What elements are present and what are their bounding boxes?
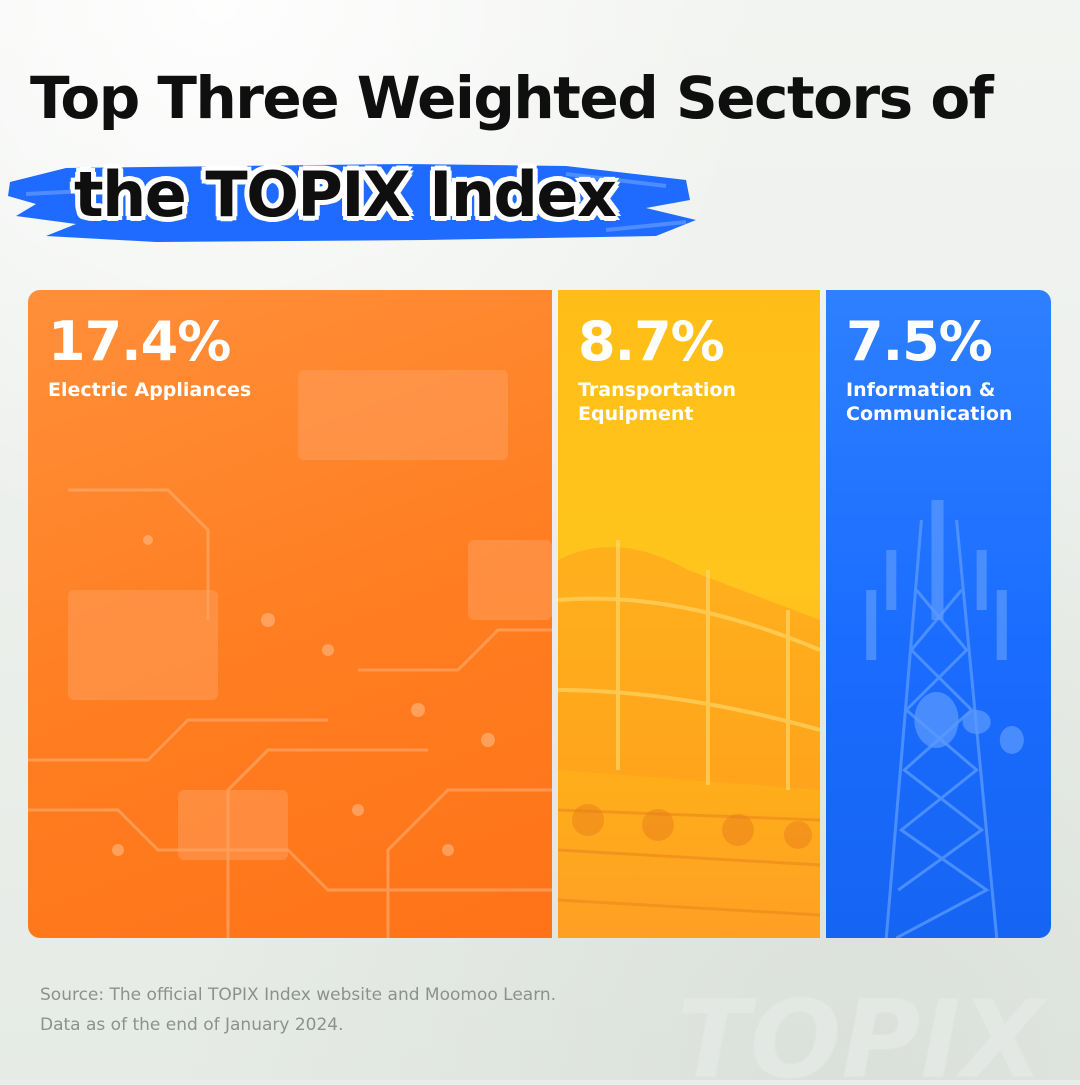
bar-category-label-line: Electric Appliances: [48, 379, 252, 401]
cell-tower-texture: [866, 500, 1024, 938]
brush-stroke-highlight: [8, 164, 696, 242]
source-line-2: Data as of the end of January 2024.: [40, 1015, 344, 1035]
bar-category-label: Information & Communication: [846, 378, 1051, 426]
bar-category-label-line: Transportation: [578, 379, 737, 401]
bar-value-label: 8.7%: [578, 310, 725, 373]
source-line-1: Source: The official TOPIX Index website…: [40, 985, 557, 1005]
bar-category-label-line: Equipment: [578, 403, 694, 425]
bar-transportation-equipment: 8.7% Transportation Equipment: [558, 290, 820, 938]
source-note: Source: The official TOPIX Index website…: [40, 980, 556, 1040]
bar-category-label: Transportation Equipment: [578, 378, 788, 426]
bar-category-label-line: Information &: [846, 379, 996, 401]
circuit-board-texture: [28, 370, 552, 938]
sector-weight-chart: 17.4% Electric Appliances 8.7% Tr: [28, 290, 1051, 938]
page-title-line-1: Top Three Weighted Sectors of: [30, 64, 994, 132]
tank-car-texture: [558, 540, 820, 917]
bar-value-label: 7.5%: [846, 310, 993, 373]
topix-watermark: TOPIX: [676, 978, 1050, 1085]
watermark-text: TOPIX: [676, 978, 1049, 1085]
bar-category-label: Electric Appliances: [48, 378, 258, 402]
bar-category-label-line: Communication: [846, 403, 1013, 425]
bar-value-label: 17.4%: [48, 310, 231, 373]
page-title-line-2: the TOPIX Index: [74, 158, 617, 231]
bar-information-communication: 7.5% Information & Communication: [826, 290, 1051, 938]
bar-electric-appliances: 17.4% Electric Appliances: [28, 290, 552, 938]
